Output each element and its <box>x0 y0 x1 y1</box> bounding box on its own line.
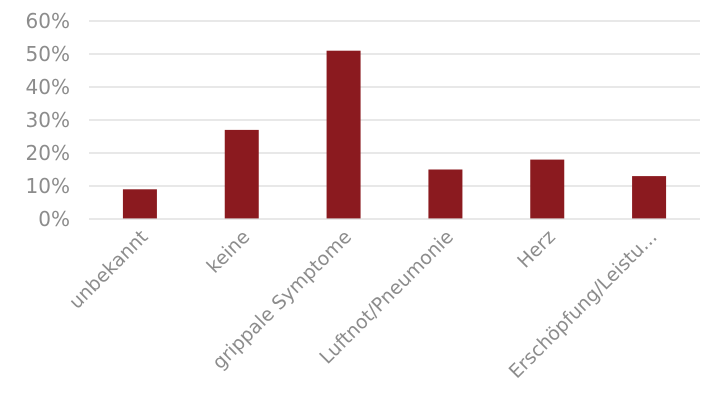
y-tick-label: 20% <box>26 141 70 165</box>
bar-3 <box>428 169 463 219</box>
bar-0 <box>122 189 157 219</box>
x-tick-label: keine <box>203 226 255 278</box>
y-tick-label: 60% <box>26 9 70 33</box>
bar-5 <box>632 176 667 219</box>
y-tick-label: 0% <box>38 207 70 231</box>
y-axis-tick-labels: 0% 10% 20% 30% 40% 50% 60% <box>26 9 70 231</box>
y-tick-label: 10% <box>26 174 70 198</box>
bars <box>122 50 667 220</box>
x-tick-label: Herz <box>513 226 560 273</box>
gridlines <box>89 20 700 187</box>
bar-2 <box>326 50 361 220</box>
y-tick-label: 40% <box>26 75 70 99</box>
y-tick-label: 30% <box>26 108 70 132</box>
bar-1 <box>224 129 259 219</box>
y-tick-label: 50% <box>26 42 70 66</box>
x-tick-label: unbekannt <box>65 226 152 313</box>
bar-4 <box>530 159 565 219</box>
